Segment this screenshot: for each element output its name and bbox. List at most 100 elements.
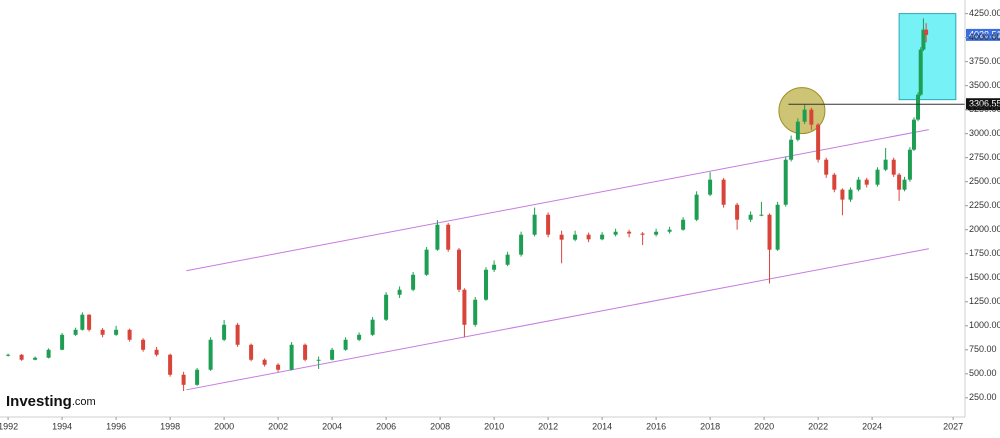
candle-body xyxy=(694,194,699,220)
candle-body xyxy=(46,349,51,358)
y-tick-label: 3250.00 xyxy=(969,104,1000,114)
candle-body xyxy=(100,329,105,335)
candle-body xyxy=(875,169,880,185)
candle-body xyxy=(546,214,551,235)
x-tick-label: 2010 xyxy=(484,421,504,431)
candle-body xyxy=(600,234,605,240)
price-tag-label: 4028.51 xyxy=(969,29,1000,39)
candle-body xyxy=(802,109,807,122)
candle-body xyxy=(462,289,467,325)
candle-body xyxy=(249,344,254,360)
candle-body xyxy=(127,329,132,340)
y-tick-label: 750.00 xyxy=(969,344,997,354)
candle-body xyxy=(316,359,321,361)
candle-body xyxy=(911,119,916,150)
x-tick-label: 2018 xyxy=(700,421,720,431)
candle-body xyxy=(640,233,645,235)
highlight-box xyxy=(898,13,957,101)
candle-body xyxy=(832,174,837,190)
candle-body xyxy=(789,139,794,160)
candle-body xyxy=(181,374,186,385)
candle-body xyxy=(222,324,227,340)
logo-suffix: .com xyxy=(72,396,96,408)
candle-body xyxy=(330,349,335,360)
candle-body xyxy=(559,234,564,240)
x-tick-label: 1998 xyxy=(160,421,180,431)
candle-body xyxy=(573,234,578,240)
candle-body xyxy=(343,339,348,350)
candle-body xyxy=(505,254,510,265)
candle-body xyxy=(921,29,926,50)
candle-body xyxy=(891,159,896,175)
candle-body xyxy=(613,231,618,235)
candle-body xyxy=(60,334,65,350)
x-tick-label: 2022 xyxy=(808,421,828,431)
candle-body xyxy=(303,344,308,360)
x-tick-label: 2016 xyxy=(646,421,666,431)
candle-body xyxy=(721,179,726,205)
y-tick-label: 4250.00 xyxy=(969,8,1000,18)
candle-body xyxy=(667,229,672,232)
candle-body xyxy=(141,339,146,350)
logo-brand: Investing xyxy=(6,393,72,410)
x-tick-label: 1992 xyxy=(0,421,18,431)
x-tick-label: 2020 xyxy=(754,421,774,431)
candle-body xyxy=(824,159,829,175)
candle-body xyxy=(767,214,772,250)
x-tick-label: 2002 xyxy=(268,421,288,431)
y-tick-label: 1000.00 xyxy=(969,320,1000,330)
candle-body xyxy=(73,329,78,335)
y-tick-label: 3500.00 xyxy=(969,80,1000,90)
candle-body xyxy=(759,214,764,216)
candle-body xyxy=(154,349,159,355)
candle-body xyxy=(627,231,632,234)
candle-body xyxy=(473,299,478,325)
candle-body xyxy=(924,29,929,35)
candle-body xyxy=(735,204,740,220)
y-tick-label: 250.00 xyxy=(969,392,997,402)
x-tick-label: 2008 xyxy=(430,421,450,431)
y-tick-label: 1750.00 xyxy=(969,248,1000,258)
y-tick-label: 3750.00 xyxy=(969,56,1000,66)
y-tick-label: 2500.00 xyxy=(969,176,1000,186)
candle-body xyxy=(424,249,429,275)
candle-body xyxy=(114,329,119,335)
candle-body xyxy=(397,289,402,295)
x-tick-label: 2006 xyxy=(376,421,396,431)
candle-body xyxy=(289,344,294,370)
candle-body xyxy=(864,179,869,185)
candle-body xyxy=(848,189,853,200)
candle-body xyxy=(80,314,85,330)
candle-body xyxy=(357,334,362,340)
price-tag xyxy=(966,28,1000,41)
candle-body xyxy=(681,219,686,230)
x-tick-label: 1994 xyxy=(52,421,72,431)
candle-body xyxy=(586,234,591,240)
y-tick-label: 2000.00 xyxy=(969,224,1000,234)
candle-body xyxy=(708,179,713,195)
candle-body xyxy=(902,179,907,190)
candle-body xyxy=(457,249,462,290)
candle-body xyxy=(235,324,240,345)
y-tick-label: 2250.00 xyxy=(969,200,1000,210)
logo: Investing.com xyxy=(6,393,96,410)
y-tick-label: 2750.00 xyxy=(969,152,1000,162)
candle-body xyxy=(883,159,888,170)
y-tick-label: 1250.00 xyxy=(969,296,1000,306)
channel-line xyxy=(186,248,929,391)
candle-body xyxy=(262,359,267,365)
candle-body xyxy=(276,364,281,370)
candle-body xyxy=(484,269,489,300)
x-tick-label: 2004 xyxy=(322,421,342,431)
x-tick-label: 2024 xyxy=(862,421,882,431)
candle-body xyxy=(918,49,923,95)
overlay-back xyxy=(186,13,957,391)
overlay: 3306.55 4028.51 xyxy=(788,28,1000,111)
candle-body xyxy=(446,224,451,250)
candle-body xyxy=(492,264,497,270)
x-tick-label: 2027 xyxy=(943,421,963,431)
candle-body xyxy=(775,204,780,250)
